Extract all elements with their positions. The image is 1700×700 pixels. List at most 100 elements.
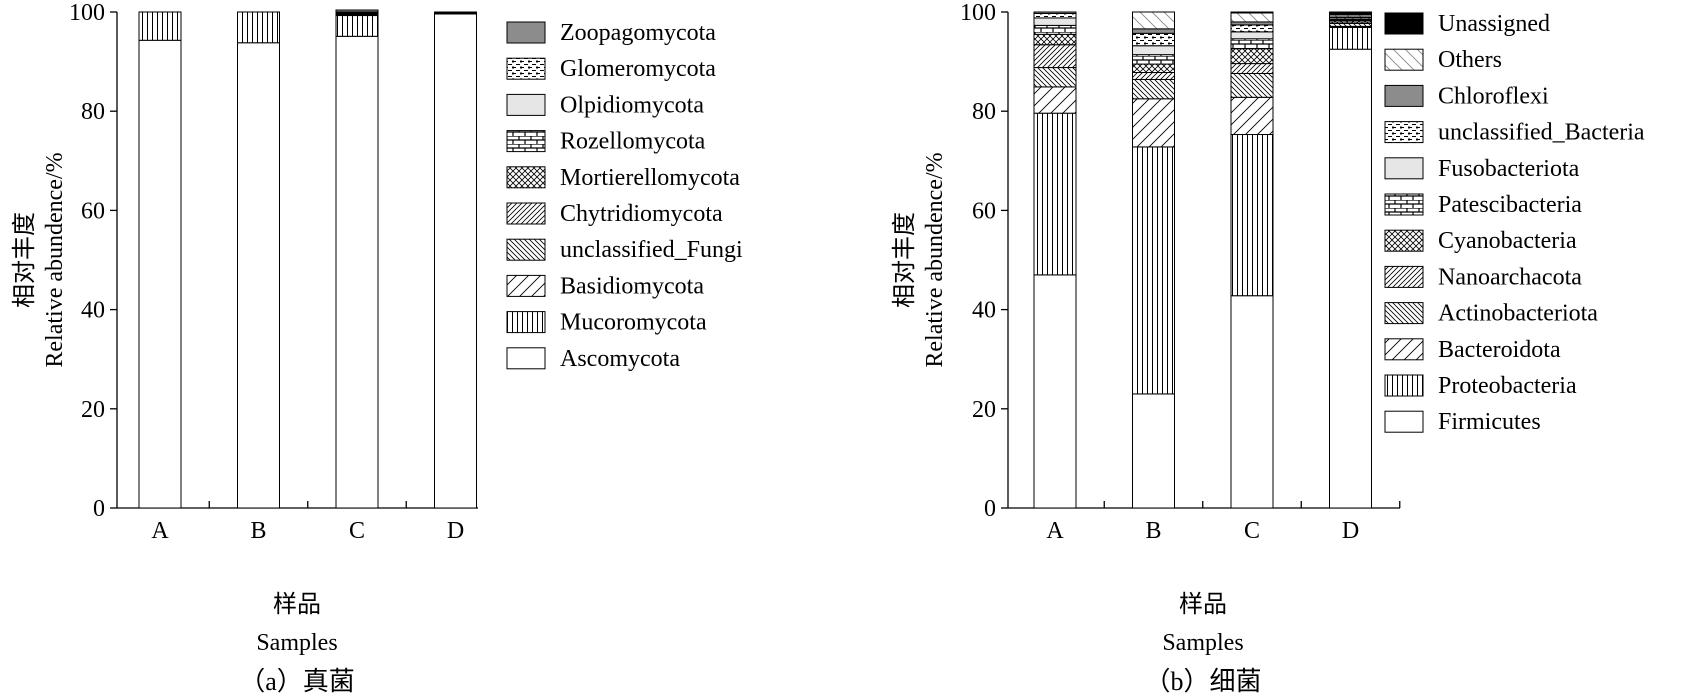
bar-segment-c-unassigned [1230,11,1274,14]
bar-segment-c-actinobacteriota [1230,73,1274,98]
bar-segment-c-mucoromycota [335,14,379,37]
bar-segment-c-patescibacteria [1230,38,1274,50]
legend-label-mortierellomycota: Mortierellomycota [560,165,740,191]
legend-label-proteobacteria: Proteobacteria [1438,373,1577,399]
x-tick-label-a: A [1046,518,1064,544]
x-axis-ticks-fungi: A B C D [151,501,464,544]
bar-segment-c-ascomycota [335,35,379,509]
plot-area-fungi [116,9,478,509]
legend-swatch-mortierellomycota [506,166,546,189]
bar-segment-a-cyanobacteria [1033,33,1077,46]
y-tick-label: 20 [81,397,105,423]
y-axis-ticks-fungi: 0 20 40 60 80 100 [69,0,117,522]
legend-swatch-chytridiomycota [506,202,546,225]
x-axis-title-en: Samples [1162,630,1243,656]
legend-swatch-olpidiomycota [506,93,546,116]
legend-label-ascomycota: Ascomycota [560,346,680,372]
bar-segment-d-ascomycota [434,13,477,509]
legend-label-others: Others [1438,47,1502,73]
bar-segment-b-chloroflexi [1132,28,1175,34]
legend-swatch-actinobacteriota [1384,302,1424,325]
y-axis-title-en: Relative abundence/% [922,152,948,367]
legend-fungi: Zoopagomycota Glomeromycota Olpidiomycota R… [506,20,743,372]
bar-segment-b-fusobacteriota [1132,45,1175,56]
legend-label-zoopagomycota: Zoopagomycota [560,20,716,46]
bar-segment-d-zoopagomycota [434,11,477,14]
y-tick-label: 0 [984,496,996,522]
legend-label-cyanobacteria: Cyanobacteria [1438,228,1577,254]
legend-swatch-bacteroidota [1384,338,1424,361]
legend-label-olpidiomycota: Olpidiomycota [560,92,704,118]
x-tick-label-b: B [1145,518,1161,544]
x-tick-label-d: D [1342,518,1359,544]
legend-swatch-nanoarchacota [1384,265,1424,288]
bar-segment-c-proteobacteria [1230,134,1274,297]
legend-swatch-others [1384,48,1424,71]
bar-segment-a-bacteroidota [1033,86,1077,114]
x-tick-label-d: D [447,518,464,544]
bar-segment-b-others [1132,11,1175,30]
y-tick-label: 20 [972,397,996,423]
legend-label-fusobacteriota: Fusobacteriota [1438,156,1580,182]
bar-segment-d-unassigned [1329,11,1372,16]
legend-label-bacteroidota: Bacteroidota [1438,337,1561,363]
bar-segment-b-patescibacteria [1132,54,1175,65]
legend-label-glomeromycota: Glomeromycota [560,56,716,82]
legend-label-chytridiomycota: Chytridiomycota [560,201,723,227]
bar-segment-c-firmicutes [1230,295,1274,509]
legend-swatch-unclassified-bacteria [1384,121,1424,144]
x-axis-title-cn: 样品 [273,591,321,618]
panel-caption-bacteria: （b）细菌 [1144,667,1261,696]
legend-label-unassigned: Unassigned [1438,11,1550,37]
legend-swatch-cyanobacteria [1384,229,1424,252]
panel-fungi: 0 20 40 60 80 100 A B C D Zoopagomycota Glomeromy… [11,0,743,696]
bar-segment-c-others [1230,12,1274,23]
bar-segment-c-bacteroidota [1230,96,1274,136]
legend-swatch-mucoromycota [506,311,546,334]
x-axis-title-en: Samples [256,630,337,656]
bar-segment-c-cyanobacteria [1230,48,1274,65]
bar-segment-a-mucoromycota [138,11,182,41]
y-tick-label: 80 [972,99,996,125]
legend-swatch-unassigned [1384,12,1424,35]
bar-segment-b-unclassified-bacteria [1132,32,1175,47]
legend-swatch-chloroflexi [1384,84,1424,107]
legend-label-unclassified-fungi: unclassified_Fungi [560,237,743,263]
bar-segment-b-bacteroidota [1132,98,1175,148]
legend-label-rozellomycota: Rozellomycota [560,129,706,155]
y-tick-label: 40 [972,298,996,324]
legend-label-unclassified-bacteria: unclassified_Bacteria [1438,120,1645,146]
bar-segment-b-mucoromycota [237,11,280,44]
y-tick-label: 100 [960,0,996,26]
y-tick-label: 60 [81,198,105,224]
bar-segment-b-actinobacteriota [1132,78,1175,100]
y-tick-label: 60 [972,198,996,224]
bar-segment-b-proteobacteria [1132,146,1175,395]
bar-segment-c-zoopagomycota [335,9,379,13]
bar-segment-d-proteobacteria [1329,26,1372,50]
legend-swatch-ascomycota [506,347,546,370]
x-axis-title-cn: 样品 [1179,591,1227,618]
bar-segment-a-fusobacteriota [1033,17,1077,26]
y-axis-title-cn: 相对丰度 [11,212,38,308]
bar-segment-b-nanoarchacota [1132,72,1175,80]
bar-segment-a-nanoarchacota [1033,44,1077,69]
legend-label-patescibacteria: Patescibacteria [1438,192,1582,218]
bar-segment-b-ascomycota [237,42,280,509]
bar-segment-d-firmicutes [1329,48,1372,509]
legend-label-actinobacteriota: Actinobacteriota [1438,301,1598,327]
legend-swatch-zoopagomycota [506,21,546,44]
x-tick-label-b: B [250,518,266,544]
bar-segment-b-cyanobacteria [1132,63,1175,74]
y-axis-title-en: Relative abundence/% [42,152,68,367]
x-tick-label-c: C [349,518,365,544]
y-axis-ticks-bacteria: 0 20 40 60 80 100 [960,0,1008,522]
x-axis-ticks-bacteria: A B C D [1046,501,1401,544]
legend-swatch-firmicutes [1384,410,1424,433]
y-tick-label: 100 [69,0,105,26]
bar-segment-a-unclassified-bacteria [1033,12,1077,19]
x-tick-label-a: A [151,518,169,544]
legend-label-chloroflexi: Chloroflexi [1438,83,1549,109]
y-tick-label: 40 [81,298,105,324]
